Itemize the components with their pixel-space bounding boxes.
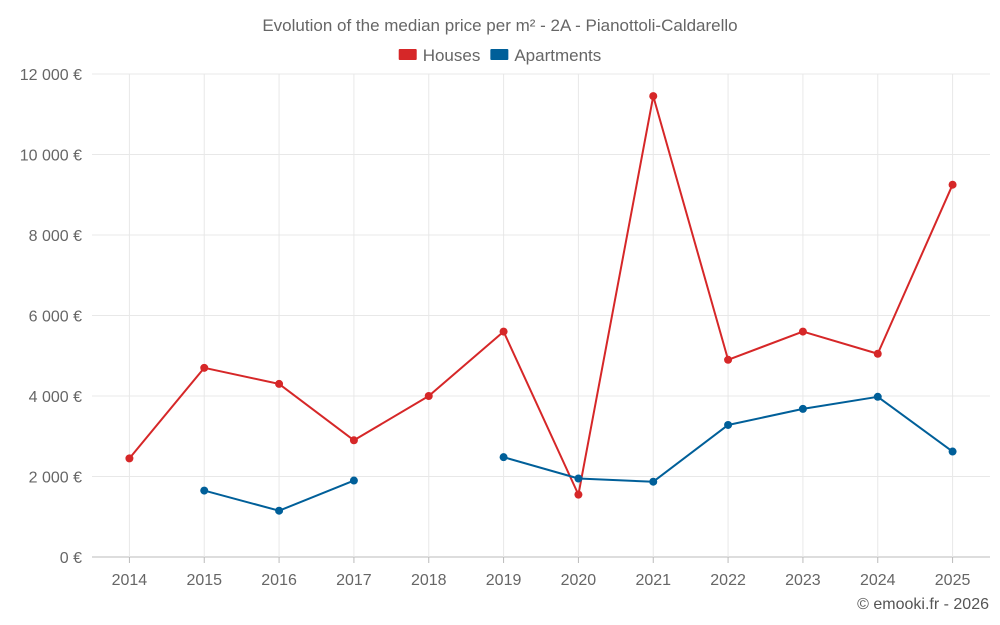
grid <box>92 73 990 558</box>
data-point[interactable] <box>724 355 733 364</box>
x-tick-label: 2023 <box>785 572 821 589</box>
series-line <box>128 95 954 496</box>
x-tick-label: 2018 <box>411 572 447 589</box>
x-tick-label: 2017 <box>336 572 372 589</box>
data-point[interactable] <box>649 92 658 101</box>
y-tick-label: 2 000 € <box>29 470 82 487</box>
data-point[interactable] <box>798 404 807 413</box>
data-point[interactable] <box>349 476 358 485</box>
y-tick-label: 4 000 € <box>29 389 82 406</box>
data-point[interactable] <box>499 453 508 462</box>
x-axis-ticks: 2014 2015 2016 2017 2018 2019 2020 2021 2022 2023… <box>112 557 971 589</box>
y-tick-label: 6 000 € <box>29 309 82 326</box>
legend-swatch <box>490 49 509 60</box>
y-tick-label: 8 000 € <box>29 228 82 245</box>
legend-label: Houses <box>423 46 481 65</box>
y-tick-label: 10 000 € <box>20 148 82 165</box>
series-layer <box>125 92 957 515</box>
x-tick-label: 2019 <box>486 572 522 589</box>
data-point[interactable] <box>275 379 284 388</box>
x-tick-label: 2022 <box>710 572 746 589</box>
data-point[interactable] <box>499 327 508 336</box>
data-point[interactable] <box>948 180 957 189</box>
data-point[interactable] <box>873 349 882 358</box>
y-axis-ticks: 0 € 2 000 € 4 000 € 6 000 € 8 000 € 10 000 € 1… <box>20 67 82 567</box>
credit-text: © emooki.fr - 2026 <box>857 596 989 613</box>
data-point[interactable] <box>574 474 583 483</box>
data-point[interactable] <box>948 447 957 456</box>
data-point[interactable] <box>125 454 134 463</box>
y-tick-label: 12 000 € <box>20 67 82 84</box>
data-point[interactable] <box>275 506 284 515</box>
legend-swatch <box>398 49 417 60</box>
x-tick-label: 2015 <box>186 572 222 589</box>
legend-label: Apartments <box>514 46 601 65</box>
data-point[interactable] <box>798 327 807 336</box>
x-tick-label: 2025 <box>935 572 971 589</box>
data-point[interactable] <box>873 392 882 401</box>
data-point[interactable] <box>349 436 358 445</box>
series-houses <box>125 92 957 499</box>
x-tick-label: 2021 <box>635 572 671 589</box>
x-tick-label: 2016 <box>261 572 297 589</box>
data-point[interactable] <box>424 392 433 400</box>
x-tick-label: 2014 <box>112 572 148 589</box>
chart-title: Evolution of the median price per m² - 2… <box>262 16 737 35</box>
x-tick-label: 2020 <box>561 572 597 589</box>
data-point[interactable] <box>574 490 583 499</box>
data-point[interactable] <box>200 486 209 495</box>
y-tick-label: 0 € <box>60 550 82 567</box>
series-apartments <box>200 392 957 515</box>
legend: Houses Apartments <box>398 46 601 65</box>
data-point[interactable] <box>724 420 733 429</box>
data-point[interactable] <box>649 477 658 486</box>
x-tick-label: 2024 <box>860 572 896 589</box>
data-point[interactable] <box>200 363 209 372</box>
